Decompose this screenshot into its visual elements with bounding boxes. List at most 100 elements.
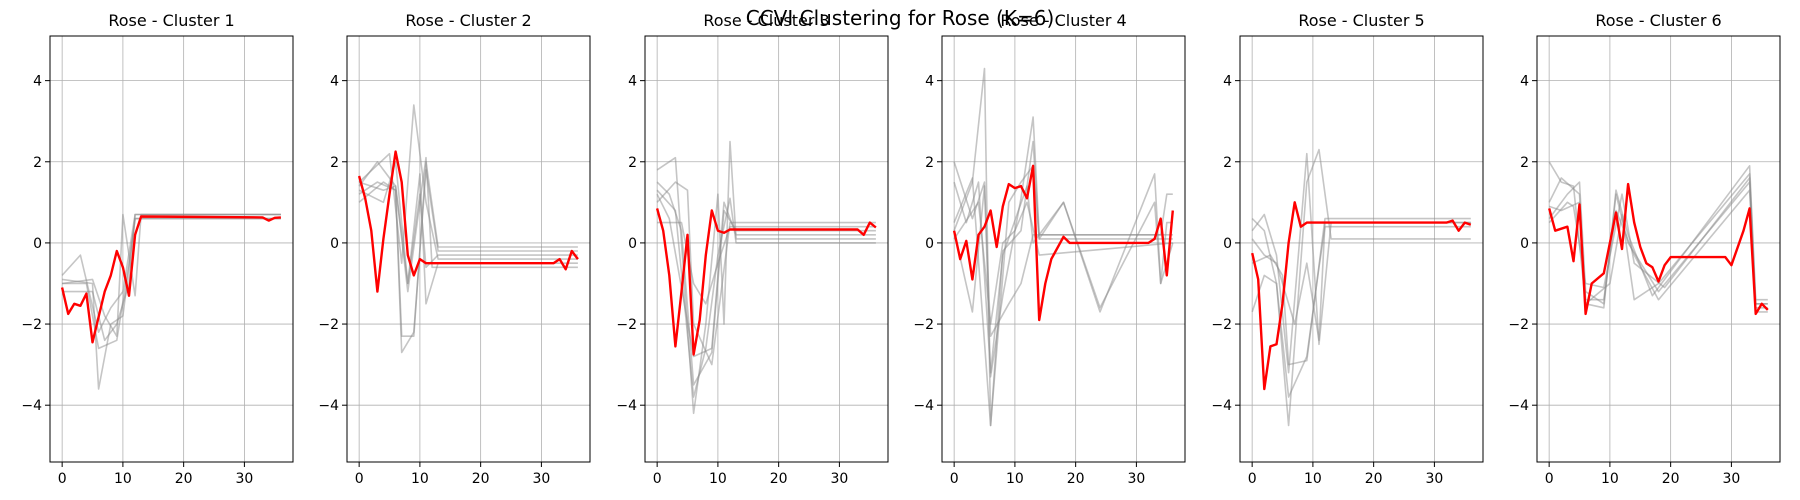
member-series-line	[656, 140, 876, 415]
member-series-line	[953, 140, 1173, 427]
member-series-line	[1251, 148, 1471, 427]
y-tick-label: 0	[628, 236, 637, 252]
y-tick-label: 4	[925, 74, 934, 90]
subplot-title: Rose - Cluster 5	[1298, 11, 1424, 30]
member-series-line	[358, 181, 578, 285]
y-tick-label: 4	[1223, 74, 1232, 90]
axes-frame	[941, 35, 1186, 463]
member-series-line	[61, 213, 281, 337]
y-tick-label: −4	[913, 398, 934, 414]
y-tick-label: −2	[318, 317, 339, 333]
member-series-line	[953, 185, 1173, 337]
y-tick-label: 4	[33, 74, 42, 90]
axes-frame	[346, 35, 591, 463]
x-tick-label: 10	[114, 471, 132, 487]
subplot-title: Rose - Cluster 6	[1595, 11, 1721, 30]
x-tick-label: 10	[1601, 471, 1619, 487]
member-series-line	[656, 181, 876, 366]
centroid-series-line	[1548, 182, 1769, 316]
centroid-series-line	[952, 164, 1174, 322]
subplot-cluster-3: 0 10 20 30 −4 −2 0 2 4 Rose - Cluster 3	[616, 11, 889, 487]
member-series-line	[62, 217, 281, 350]
axes-frame	[1239, 35, 1484, 463]
member-series-line	[358, 161, 578, 305]
x-tick-label: 30	[235, 471, 253, 487]
x-tick-label: 10	[709, 471, 727, 487]
y-tick-label: −2	[913, 317, 934, 333]
x-tick-label: 20	[472, 471, 490, 487]
y-tick-label: 2	[1520, 155, 1529, 171]
member-series-line	[62, 213, 281, 342]
y-tick-label: −4	[1211, 398, 1232, 414]
member-series-line	[656, 193, 876, 358]
subplot-title: Rose - Cluster 3	[703, 11, 829, 30]
x-tick-label: 0	[1545, 471, 1554, 487]
x-tick-label: 30	[1722, 471, 1740, 487]
y-tick-label: 0	[33, 236, 42, 252]
figure-suptitle: CCVI Clustering for Rose (K=6)	[745, 6, 1055, 30]
y-tick-label: −2	[616, 317, 637, 333]
y-tick-label: 0	[1520, 236, 1529, 252]
y-tick-label: 0	[330, 236, 339, 252]
subplot-title: Rose - Cluster 2	[405, 11, 531, 30]
subplot-cluster-4: 0 10 20 30 −4 −2 0 2 4 Rose - Cluster 4	[913, 11, 1186, 487]
subplot-cluster-1: 0 10 20 30 −4 −2 0 2 4 Rose - Cluster 1	[21, 11, 294, 487]
member-series-line	[657, 221, 876, 305]
x-tick-label: 0	[355, 471, 364, 487]
y-tick-label: −4	[1508, 398, 1529, 414]
x-tick-label: 30	[1425, 471, 1443, 487]
subplot-cluster-6: 0 10 20 30 −4 −2 0 2 4 Rose - Cluster 6	[1508, 11, 1781, 487]
member-series-line	[656, 189, 876, 398]
member-series-line	[358, 104, 578, 264]
subplot-title: Rose - Cluster 1	[108, 11, 234, 30]
member-series-line	[1548, 177, 1768, 309]
y-tick-label: 4	[330, 74, 339, 90]
x-tick-label: 10	[411, 471, 429, 487]
y-tick-label: 2	[628, 155, 637, 171]
x-tick-label: 20	[1365, 471, 1383, 487]
centroid-series-line	[1251, 201, 1472, 391]
subplot-cluster-2: 0 10 20 30 −4 −2 0 2 4 Rose - Cluster 2	[318, 11, 591, 487]
x-tick-label: 30	[830, 471, 848, 487]
subplot-cluster-5: 0 10 20 30 −4 −2 0 2 4 Rose - Cluster 5	[1211, 11, 1484, 487]
y-tick-label: −4	[616, 398, 637, 414]
x-tick-label: 10	[1006, 471, 1024, 487]
x-tick-label: 0	[58, 471, 67, 487]
centroid-series-line	[60, 215, 281, 344]
x-tick-label: 20	[770, 471, 788, 487]
y-tick-label: −4	[21, 398, 42, 414]
x-tick-label: 0	[950, 471, 959, 487]
member-series-line	[1251, 152, 1471, 374]
y-tick-label: −2	[1211, 317, 1232, 333]
y-tick-label: 2	[1223, 155, 1232, 171]
subplot-title: Rose - Cluster 4	[1000, 11, 1126, 30]
y-tick-label: 4	[1520, 74, 1529, 90]
y-tick-label: 4	[628, 74, 637, 90]
centroid-series-line	[357, 150, 579, 293]
x-tick-label: 20	[1067, 471, 1085, 487]
x-tick-label: 30	[532, 471, 550, 487]
y-tick-label: −2	[1508, 317, 1529, 333]
x-tick-label: 30	[1127, 471, 1145, 487]
x-tick-label: 0	[653, 471, 662, 487]
y-tick-label: −2	[21, 317, 42, 333]
member-series-line	[1251, 221, 1471, 342]
axes-frame	[1536, 35, 1781, 463]
x-tick-label: 10	[1304, 471, 1322, 487]
member-series-line	[1251, 217, 1471, 366]
y-tick-label: −4	[318, 398, 339, 414]
y-tick-label: 0	[925, 236, 934, 252]
axes-frame	[49, 35, 294, 463]
member-series-line	[358, 169, 578, 354]
y-tick-label: 0	[1223, 236, 1232, 252]
axes-frame	[644, 35, 889, 463]
member-series-line	[953, 116, 1173, 378]
x-tick-label: 20	[175, 471, 193, 487]
y-tick-label: 2	[330, 155, 339, 171]
y-tick-label: 2	[33, 155, 42, 171]
x-tick-label: 0	[1248, 471, 1257, 487]
centroid-series-line	[655, 208, 877, 356]
y-tick-label: 2	[925, 155, 934, 171]
x-tick-label: 20	[1662, 471, 1680, 487]
